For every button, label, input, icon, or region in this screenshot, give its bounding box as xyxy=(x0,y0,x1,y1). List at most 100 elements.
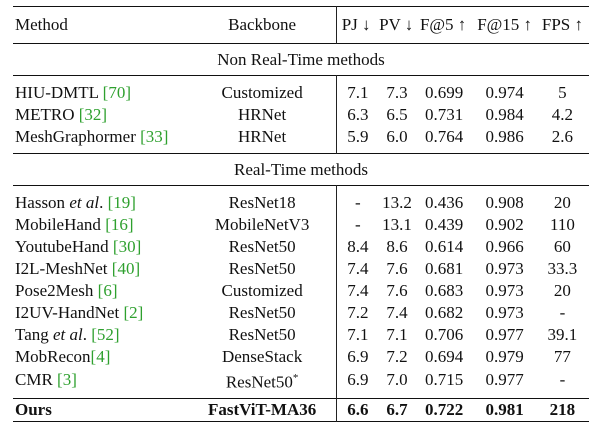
table-row: YoutubeHand [30] ResNet50 8.4 8.6 0.614 0.966… xyxy=(13,236,589,258)
metric-f15: 0.984 xyxy=(485,105,524,124)
reference-link[interactable]: [52] xyxy=(91,325,120,344)
metric-pj: - xyxy=(335,214,380,236)
backbone-cell: HRNet xyxy=(189,126,337,154)
table-row: Tang et al. [52] ResNet50 7.1 7.1 0.706 0.977… xyxy=(13,324,589,346)
metric-f5: 0.682 xyxy=(425,303,464,322)
metric-pv: 7.0 xyxy=(386,370,408,390)
backbone-name: HRNet xyxy=(238,105,287,124)
header-pj: PJ ↓ xyxy=(335,6,380,44)
metric-fps: - xyxy=(559,303,566,322)
reference-link[interactable]: [3] xyxy=(57,370,77,390)
metric-f15: 0.966 xyxy=(485,237,524,256)
metric-f5: 0.681 xyxy=(425,259,464,278)
method-cell: Pose2Mesh [6] xyxy=(13,280,189,302)
backbone-name: ResNet50 xyxy=(228,303,296,322)
table-row: HIU-DMTL [70] Customized 7.1 7.3 0.699 0.974 5 xyxy=(13,75,589,105)
metric-f15: 0.973 xyxy=(485,281,524,300)
method-italic: et al xyxy=(53,325,83,344)
reference-link[interactable]: [33] xyxy=(140,127,169,146)
metric-pv: 6.5 xyxy=(386,105,408,124)
method-name: Tang xyxy=(15,325,53,344)
method-cell: Hasson et al. [19] xyxy=(13,186,189,215)
reference-link[interactable]: [2] xyxy=(123,303,144,322)
metric-fps: 39.1 xyxy=(547,325,578,344)
backbone-cell: Customized xyxy=(189,76,337,105)
method-name: MobRecon xyxy=(15,347,91,366)
method-cell: MeshGraphormer [33] xyxy=(13,126,189,154)
metric-f5: 0.706 xyxy=(425,325,464,344)
metric-f15: 0.986 xyxy=(485,127,524,146)
metric-fps: 5 xyxy=(558,83,567,102)
metric-f15: 0.973 xyxy=(485,303,524,322)
metric-pj: 6.9 xyxy=(335,346,380,368)
reference-link[interactable]: [40] xyxy=(111,259,141,278)
header-f5: F@5 ↑ xyxy=(419,15,467,34)
table-row: CMR [3] ResNet50* 6.9 7.0 0.715 0.977- xyxy=(13,368,589,399)
header-method: Method xyxy=(15,15,68,34)
metric-pj: 7.2 xyxy=(335,302,380,324)
header-pv: PV ↓ xyxy=(379,15,414,34)
header-fps: FPS ↑ xyxy=(541,15,583,34)
backbone-cell: Customized xyxy=(189,280,337,302)
ours-method: Ours xyxy=(15,399,52,419)
ours-metric-f15: 0.981 xyxy=(485,399,524,419)
metric-fps: 4.2 xyxy=(551,105,574,124)
method-name: Pose2Mesh xyxy=(15,281,98,300)
reference-link[interactable]: [32] xyxy=(78,105,108,124)
metric-f5: 0.439 xyxy=(425,215,464,234)
backbone-name: MobileNetV3 xyxy=(214,215,310,234)
metric-f5: 0.699 xyxy=(425,83,464,102)
ours-row: Ours FastViT-MA36 6.6 6.7 0.722 0.981 218 xyxy=(13,398,589,422)
table-row: I2UV-HandNet [2] ResNet50 7.2 7.4 0.682 0.973… xyxy=(13,302,589,324)
backbone-cell: MobileNetV3 xyxy=(189,214,337,236)
backbone-cell: ResNet50 xyxy=(189,236,337,258)
table-body: Non Real-Time methods HIU-DMTL [70] Custom… xyxy=(13,44,589,422)
reference-link[interactable]: [19] xyxy=(107,193,136,212)
metric-pv: 7.6 xyxy=(386,259,408,278)
method-name: MeshGraphormer xyxy=(15,127,141,146)
metric-f15: 0.979 xyxy=(485,347,524,366)
metric-f5: 0.614 xyxy=(425,237,464,256)
metric-pv: 13.1 xyxy=(382,215,412,234)
method-cell: HIU-DMTL [70] xyxy=(13,76,189,105)
backbone-name: Customized xyxy=(221,281,303,300)
reference-link[interactable]: [30] xyxy=(112,237,142,256)
metric-pv: 7.3 xyxy=(386,83,408,102)
backbone-cell: ResNet18 xyxy=(189,186,337,215)
method-cell: Tang et al. [52] xyxy=(13,324,189,346)
section-title: Real-Time methods xyxy=(234,159,368,179)
metric-f5: 0.694 xyxy=(425,347,464,366)
backbone-name: ResNet50 xyxy=(228,237,296,256)
metric-f5: 0.764 xyxy=(425,127,464,146)
backbone-cell: DenseStack xyxy=(189,346,337,368)
method-mid: . xyxy=(99,193,108,212)
metric-pv: 7.2 xyxy=(386,347,408,366)
method-name: MobileHand xyxy=(15,215,106,234)
backbone-name: DenseStack xyxy=(221,347,303,366)
reference-link[interactable]: [6] xyxy=(97,281,118,300)
method-italic: et al xyxy=(69,193,100,212)
backbone-name: HRNet xyxy=(238,127,287,146)
backbone-name: ResNet18 xyxy=(228,193,296,212)
reference-link[interactable]: [70] xyxy=(102,83,131,102)
method-cell: I2L-MeshNet [40] xyxy=(13,258,189,280)
reference-link[interactable]: [4] xyxy=(90,347,111,366)
method-name: METRO xyxy=(15,105,79,124)
backbone-name: ResNet50 xyxy=(228,259,296,278)
reference-link[interactable]: [16] xyxy=(105,215,134,234)
metric-pj: 6.3 xyxy=(335,104,380,126)
header-row: Method Backbone PJ ↓ PV ↓ F@5 ↑ F@15 ↑ F… xyxy=(13,6,589,44)
ours-metric-f5: 0.722 xyxy=(425,399,464,419)
table-row: Pose2Mesh [6] Customized 7.4 7.6 0.683 0.973 2… xyxy=(13,280,589,302)
ours-backbone: FastViT-MA36 xyxy=(207,399,317,419)
backbone-cell: ResNet50* xyxy=(189,368,337,398)
metric-pj: 7.4 xyxy=(335,258,380,280)
metric-fps: 20 xyxy=(553,281,571,300)
method-name: I2L-MeshNet xyxy=(15,259,112,278)
metric-pv: 6.0 xyxy=(386,127,408,146)
metric-f5: 0.731 xyxy=(425,105,464,124)
metric-pj: - xyxy=(335,185,380,214)
metric-fps: 77 xyxy=(553,347,571,366)
metric-pv: 13.2 xyxy=(382,193,412,212)
